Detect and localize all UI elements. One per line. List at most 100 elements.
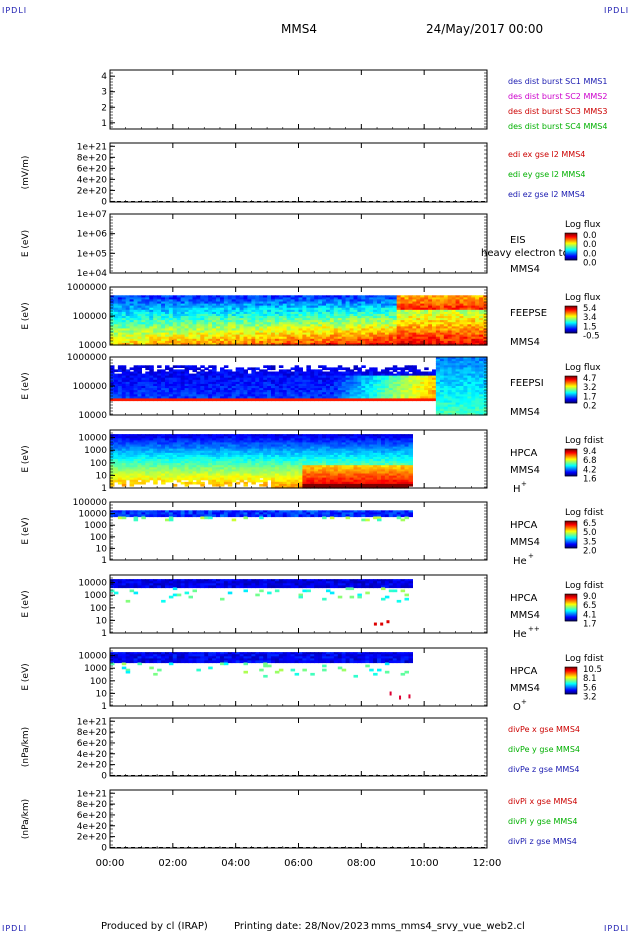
colorbar-tick-p9-1: 8.1 — [583, 674, 597, 684]
colorbar-band-p4 — [565, 315, 577, 317]
colorbar-band-p8 — [565, 609, 577, 611]
colorbar-band-p3 — [565, 234, 577, 236]
colorbar-band-p9 — [565, 688, 577, 690]
ytick-label-p11-0: 1e+21 — [77, 789, 107, 799]
colorbar-band-p4 — [565, 318, 577, 320]
colorbar-band-p9 — [565, 680, 577, 682]
legend-p10-0: divPe x gse MMS4 — [508, 725, 580, 734]
panel-p5: 1000000 100000 10000 E (eV) FEEPSI MMS4 Log fl… — [21, 353, 601, 421]
ytick-label-p3-3: 1e+04 — [77, 269, 108, 279]
footer-printing-date: Printing date: 28/Nov/2023 — [234, 921, 370, 932]
colorbar-band-p3 — [565, 251, 577, 253]
xtick-label-1: 02:00 — [158, 858, 187, 869]
colorbar-band-p4 — [565, 309, 577, 311]
colorbar-band-p4 — [565, 306, 577, 308]
colorbar-band-p9 — [565, 675, 577, 677]
colorbar-band-p8 — [565, 618, 577, 620]
colorbar-band-p8 — [565, 596, 577, 598]
ytick-label-p9-0: 10000 — [78, 652, 107, 662]
colorbar-band-p3 — [565, 256, 577, 258]
colorbar-band-p8 — [565, 615, 577, 617]
colorbar-frame-p7 — [564, 520, 578, 549]
colorbar-tick-p6-0: 9.4 — [583, 447, 597, 457]
colorbar-band-p5 — [565, 393, 577, 395]
colorbar-band-p7 — [565, 544, 577, 546]
colorbar-band-p5 — [565, 397, 577, 399]
colorbar-band-p3 — [565, 238, 577, 240]
colorbar-band-p4 — [565, 327, 577, 329]
colorbar-tick-p9-3: 3.2 — [583, 693, 597, 703]
colorbar-band-p3 — [565, 239, 577, 241]
colorbar-band-p7 — [565, 533, 577, 535]
instrument-label-p6: HPCA — [510, 448, 538, 459]
colorbar-band-p5 — [565, 399, 577, 401]
instrument-sc-p3: MMS4 — [510, 264, 540, 275]
spectrogram-p8 — [110, 579, 413, 626]
ytick-label-p2-3: 4e+20 — [77, 175, 108, 185]
colorbar-band-p5 — [565, 381, 577, 383]
ytick-label-p6-4: 1 — [101, 484, 107, 494]
colorbar-band-p3 — [565, 255, 577, 257]
colorbar-band-p6 — [565, 467, 577, 469]
legend-p1-2: des dist burst SC3 MMS3 — [508, 107, 607, 116]
panel-p8: 10000 1000 100 10 1 E (eV) HPCA MMS4 He ++ Log fdi… — [21, 574, 604, 640]
legend-p2-1: edi ey gse l2 MMS4 — [508, 170, 586, 179]
colorbar-band-p6 — [565, 465, 577, 467]
ytick-label-p9-2: 100 — [90, 677, 107, 687]
colorbar-tick-p4-1: 3.4 — [583, 313, 597, 323]
colorbar-band-p3 — [565, 250, 577, 252]
ytick-label-p8-1: 1000 — [84, 591, 107, 601]
colorbar-tick-p7-2: 3.5 — [583, 537, 597, 547]
colorbar-band-p4 — [565, 320, 577, 322]
spectrogram-p5 — [110, 357, 488, 416]
colorbar-band-p6 — [565, 450, 577, 452]
colorbar-tick-p6-3: 1.6 — [583, 475, 597, 485]
colorbar-band-p5 — [565, 383, 577, 385]
species-label-p8: He — [513, 629, 527, 640]
panel-p3: 1e+07 1e+06 1e+05 1e+04 E (eV) EIS MMS4 heavy e… — [21, 210, 601, 279]
colorbar-band-p9 — [565, 692, 577, 694]
footer-file: mms_mms4_srvy_vue_web2.cl — [371, 921, 525, 932]
colorbar-band-p6 — [565, 468, 577, 470]
colorbar-band-p9 — [565, 676, 577, 678]
ytick-label-p5-2: 10000 — [78, 411, 107, 421]
xtick-label-5: 10:00 — [410, 858, 439, 869]
instrument-sc-p7: MMS4 — [510, 537, 540, 548]
colorbar-band-p8 — [565, 616, 577, 618]
instrument-label-p9: HPCA — [510, 666, 538, 677]
ytick-label-p6-3: 10 — [96, 471, 108, 481]
colorbar-frame-p8 — [564, 593, 578, 622]
xtick-label-4: 08:00 — [347, 858, 376, 869]
instrument-sc-p6: MMS4 — [510, 465, 540, 476]
ytick-label-p7-4: 10 — [96, 544, 108, 554]
colorbar-band-p5 — [565, 402, 577, 404]
colorbar-band-p8 — [565, 602, 577, 604]
colorbar-frame-p3 — [564, 232, 578, 261]
colorbar-tick-p7-3: 2.0 — [583, 547, 597, 557]
species-label-p7: He — [513, 556, 527, 567]
colorbar-band-p5 — [565, 377, 577, 379]
legend-p1-0: des dist burst SC1 MMS1 — [508, 77, 607, 86]
colorbar-tick-p5-0: 4.7 — [583, 374, 597, 384]
colorbar-band-p4 — [565, 326, 577, 328]
colorbar-band-p8 — [565, 594, 577, 596]
colorbar-band-p8 — [565, 605, 577, 607]
colorbar-band-p3 — [565, 237, 577, 239]
colorbar-band-p9 — [565, 677, 577, 679]
colorbar-band-p9 — [565, 686, 577, 688]
ytick-label-p1-3: 1 — [101, 119, 107, 129]
colorbar-band-p4 — [565, 307, 577, 309]
ytick-label-p2-0: 1e+21 — [77, 142, 107, 152]
colorbar-band-p7 — [565, 522, 577, 524]
legend-p2-2: edi ez gse l2 MMS4 — [508, 190, 585, 199]
instrument-label-p4: FEEPSE — [510, 308, 547, 319]
spectrogram-point-0 — [399, 695, 402, 700]
ytick-label-p8-4: 1 — [101, 629, 107, 639]
colorbar-band-p5 — [565, 395, 577, 397]
colorbar-band-p6 — [565, 470, 577, 472]
corner-label-top-left: IPDLI — [2, 6, 28, 15]
colorbar-tick-p6-1: 6.8 — [583, 456, 597, 466]
colorbar-band-p6 — [565, 449, 577, 451]
ytick-label-p11-2: 6e+20 — [77, 811, 108, 821]
